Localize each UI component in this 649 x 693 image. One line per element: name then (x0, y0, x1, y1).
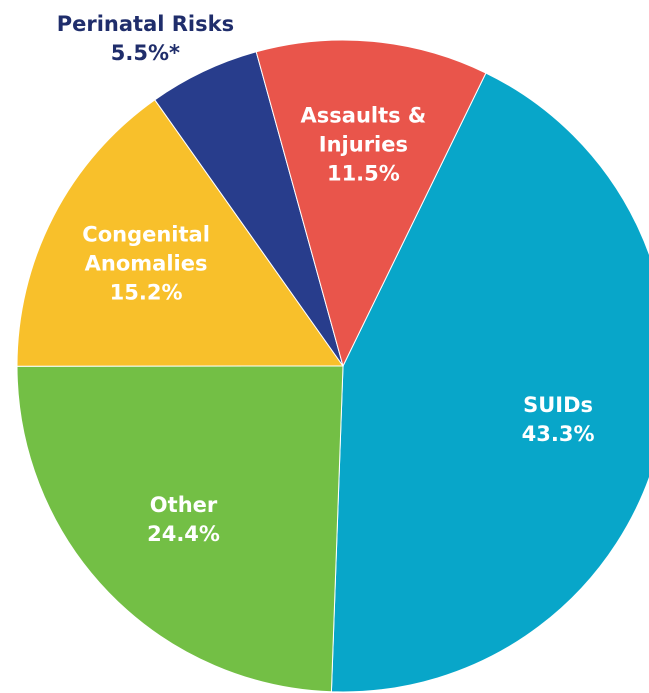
slice-name: SUIDs (523, 392, 594, 417)
slice-name: Assaults & Injuries (300, 103, 427, 157)
slice-name: Perinatal Risks (56, 12, 235, 37)
slice-value: 43.3% (521, 421, 595, 446)
slice-label: Perinatal Risks 5.5%* (15, 10, 275, 68)
slice-value: 24.4% (147, 521, 220, 546)
slice-name: Congenital Anomalies (82, 222, 210, 276)
pie-slice (16, 99, 344, 367)
slice-value: 15.2% (109, 280, 183, 305)
pie-slice (255, 39, 487, 368)
pie-slice (16, 365, 344, 693)
slice-label: SUIDs 43.3% (473, 391, 643, 449)
slice-name: Other (149, 492, 218, 517)
slice-value: 5.5%* (110, 41, 181, 66)
slice-value: 11.5% (326, 161, 400, 186)
slice-label: Congenital Anomalies 15.2% (61, 221, 231, 308)
slice-label: Assaults & Injuries 11.5% (278, 102, 448, 189)
slice-label: Other 24.4% (99, 491, 269, 549)
